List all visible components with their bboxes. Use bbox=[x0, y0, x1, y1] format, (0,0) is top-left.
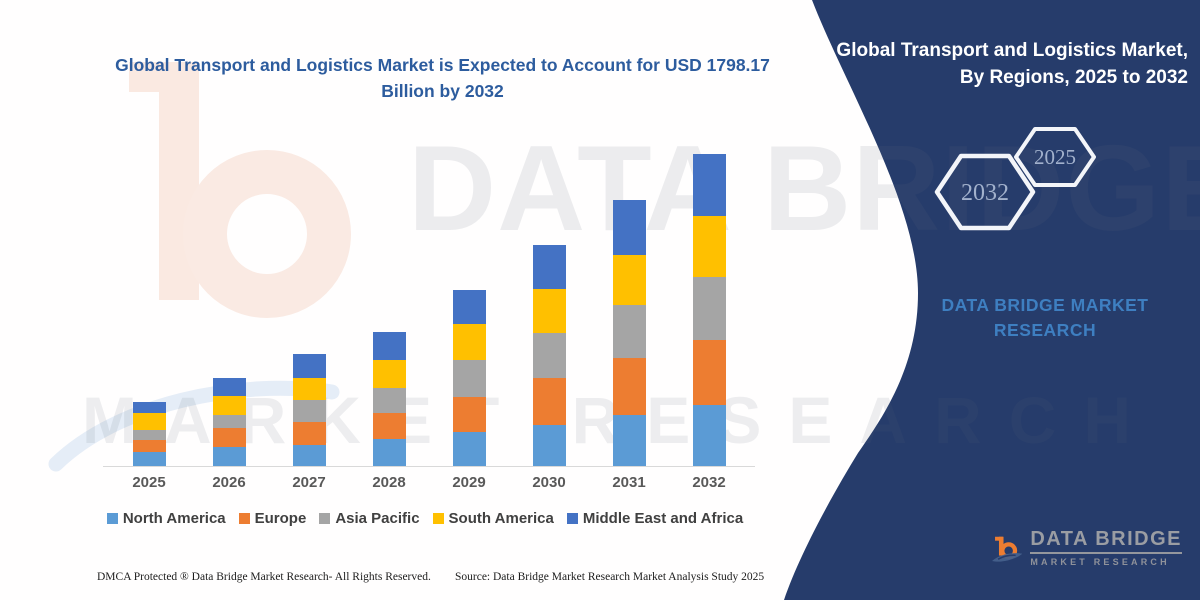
watermark-text-market-research: MARKET RESEARCH bbox=[82, 383, 1159, 457]
footer-dmca-text: DMCA Protected ® Data Bridge Market Rese… bbox=[97, 571, 431, 583]
bar-2031 bbox=[612, 200, 646, 466]
bar-segment-asia-pacific bbox=[692, 277, 726, 340]
hexagon-2025-label: 2025 bbox=[1034, 145, 1076, 169]
bar-segment-middle-east-and-africa bbox=[612, 200, 646, 255]
x-axis-label-2028: 2028 bbox=[372, 474, 406, 491]
x-axis-label-2030: 2030 bbox=[532, 474, 566, 491]
logo-text-block: DATA BRIDGE MARKET RESEARCH bbox=[1030, 528, 1182, 567]
hexagon-2032-label: 2032 bbox=[961, 180, 1009, 206]
bar-segment-europe bbox=[452, 397, 486, 432]
legend-item-middle-east-and-africa: Middle East and Africa bbox=[566, 510, 744, 527]
legend-swatch bbox=[566, 513, 578, 524]
hexagon-2025-badge: 2025 bbox=[1014, 127, 1096, 187]
bar-segment-south-america bbox=[532, 289, 566, 333]
brand-logo-watermark bbox=[129, 62, 351, 318]
bar-2032 bbox=[692, 154, 726, 466]
bar-segment-south-america bbox=[292, 378, 326, 400]
bar-segment-north-america bbox=[292, 445, 326, 466]
bar-segment-south-america bbox=[212, 396, 246, 415]
watermark-text-data-bridge: DATA BRIDGE bbox=[408, 120, 1200, 256]
chart-title: Global Transport and Logistics Market is… bbox=[115, 55, 770, 102]
b-icon-flag bbox=[995, 536, 1003, 541]
bar-segment-europe bbox=[372, 413, 406, 439]
bar-segment-north-america bbox=[372, 439, 406, 466]
bar-segment-south-america bbox=[372, 360, 406, 388]
bar-2030 bbox=[532, 245, 566, 466]
bar-segment-asia-pacific bbox=[532, 333, 566, 378]
bar-segment-europe bbox=[692, 340, 726, 405]
b-icon-stem bbox=[998, 536, 1004, 556]
bar-segment-middle-east-and-africa bbox=[212, 378, 246, 396]
bar-2025 bbox=[132, 402, 166, 466]
right-panel-title: Global Transport and Logistics Market, B… bbox=[836, 40, 1188, 88]
bar-2028 bbox=[372, 332, 406, 466]
b-icon-swoosh bbox=[992, 553, 1023, 562]
bar-2026 bbox=[212, 378, 246, 466]
bar-segment-asia-pacific bbox=[372, 388, 406, 413]
legend-swatch bbox=[238, 513, 250, 524]
bar-segment-middle-east-and-africa bbox=[452, 290, 486, 324]
footer-source-text: Source: Data Bridge Market Research Mark… bbox=[455, 571, 765, 583]
bar-2027 bbox=[292, 354, 326, 466]
bar-segment-middle-east-and-africa bbox=[292, 354, 326, 378]
bar-segment-middle-east-and-africa bbox=[372, 332, 406, 360]
bar-segment-north-america bbox=[132, 452, 166, 466]
legend-item-europe: Europe bbox=[238, 510, 307, 527]
bar-segment-north-america bbox=[692, 405, 726, 466]
bar-segment-asia-pacific bbox=[212, 415, 246, 428]
legend-swatch bbox=[106, 513, 118, 524]
legend-label: Middle East and Africa bbox=[582, 510, 744, 527]
panel-brand-text: DATA BRIDGE MARKET RESEARCH bbox=[941, 295, 1149, 341]
legend-swatch bbox=[319, 513, 331, 524]
company-logo: DATA BRIDGE MARKET RESEARCH bbox=[992, 520, 1182, 590]
legend-label: Europe bbox=[254, 510, 307, 527]
bar-2029 bbox=[452, 290, 486, 466]
data-bridge-b-icon bbox=[992, 536, 1023, 562]
x-axis-label-2031: 2031 bbox=[612, 474, 646, 491]
bar-segment-south-america bbox=[452, 324, 486, 360]
hexagon-2025-outline bbox=[1014, 127, 1096, 187]
bar-segment-asia-pacific bbox=[612, 305, 646, 358]
bar-segment-europe bbox=[612, 358, 646, 415]
bar-segment-middle-east-and-africa bbox=[532, 245, 566, 289]
bar-segment-asia-pacific bbox=[452, 360, 486, 397]
legend-label: Asia Pacific bbox=[335, 510, 420, 527]
bar-segment-north-america bbox=[612, 415, 646, 466]
x-axis-label-2032: 2032 bbox=[692, 474, 726, 491]
bar-segment-europe bbox=[292, 422, 326, 445]
x-axis-line bbox=[103, 466, 755, 467]
bar-segment-middle-east-and-africa bbox=[692, 154, 726, 216]
legend-item-north-america: North America bbox=[106, 510, 226, 527]
x-axis-label-2026: 2026 bbox=[212, 474, 246, 491]
bar-segment-south-america bbox=[692, 216, 726, 277]
bar-segment-north-america bbox=[452, 432, 486, 466]
b-icon-swoosh-cut bbox=[997, 554, 1016, 560]
bar-segment-north-america bbox=[212, 447, 246, 466]
bar-segment-europe bbox=[132, 440, 166, 452]
bar-segment-north-america bbox=[532, 425, 566, 466]
watermark-b-bowl bbox=[183, 150, 351, 318]
bar-segment-south-america bbox=[132, 413, 166, 430]
bar-segment-europe bbox=[212, 428, 246, 447]
x-axis-label-2025: 2025 bbox=[132, 474, 166, 491]
legend-item-south-america: South America bbox=[432, 510, 554, 527]
bar-segment-south-america bbox=[612, 255, 646, 305]
logo-market-research-text: MARKET RESEARCH bbox=[1030, 557, 1170, 567]
hexagon-2032-outline bbox=[934, 153, 1036, 231]
legend-label: North America bbox=[122, 510, 226, 527]
bar-segment-middle-east-and-africa bbox=[132, 402, 166, 413]
x-axis-label-2029: 2029 bbox=[452, 474, 486, 491]
x-axis-label-2027: 2027 bbox=[292, 474, 326, 491]
legend-label: South America bbox=[448, 510, 554, 527]
legend-swatch bbox=[432, 513, 444, 524]
logo-data-bridge-text: DATA BRIDGE bbox=[1030, 528, 1182, 554]
hexagon-2032-badge: 2032 bbox=[934, 153, 1036, 231]
bar-segment-europe bbox=[532, 378, 566, 425]
bar-segment-asia-pacific bbox=[132, 430, 166, 440]
legend-item-asia-pacific: Asia Pacific bbox=[319, 510, 420, 527]
chart-legend: North America Europe Asia Pacific South Ame… bbox=[70, 510, 780, 527]
bar-segment-asia-pacific bbox=[292, 400, 326, 422]
